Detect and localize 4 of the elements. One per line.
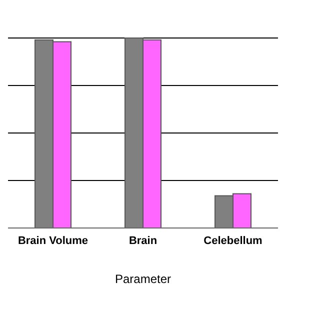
x-tick-label: Brain [128, 234, 158, 247]
x-tick-label: Brain Volume [18, 234, 88, 247]
x-axis-title: Parameter [114, 272, 172, 286]
x-tick-label: Celebellum [204, 234, 263, 247]
